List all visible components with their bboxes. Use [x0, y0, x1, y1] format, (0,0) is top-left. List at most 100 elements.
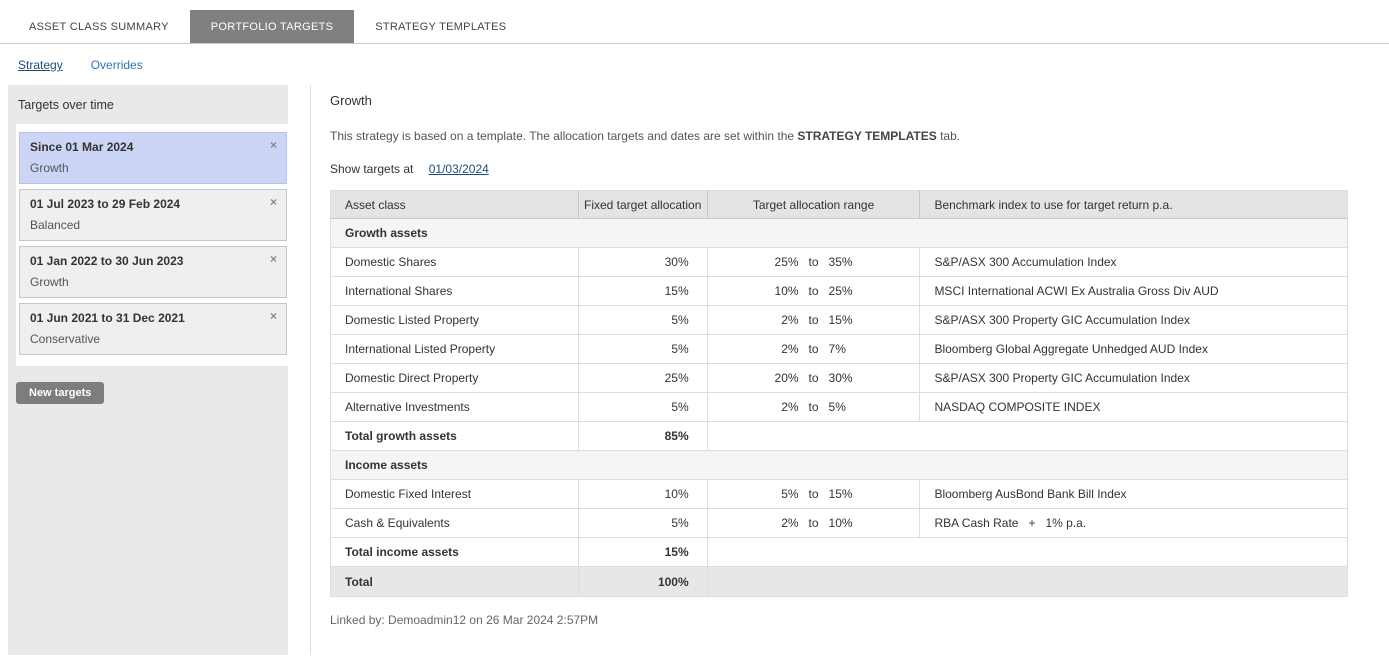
- range-min: 5%: [781, 487, 799, 501]
- asset-class-cell: Cash & Equivalents: [330, 508, 579, 538]
- range-min: 2%: [781, 516, 799, 530]
- range-to-label: to: [808, 371, 819, 385]
- total-value-cell: 85%: [577, 421, 708, 451]
- section-label: Growth assets: [330, 218, 1348, 248]
- target-strategy-label: Conservative: [30, 332, 101, 346]
- total-label-cell: Total income assets: [330, 537, 579, 567]
- range-to-label: to: [808, 516, 819, 530]
- range-max: 7%: [828, 342, 846, 356]
- section-header-row: Growth assets: [330, 218, 1348, 248]
- fixed-target-cell: 5%: [577, 334, 708, 364]
- total-value-cell: 100%: [577, 566, 708, 597]
- top-tab-bar: ASSET CLASS SUMMARY PORTFOLIO TARGETS ST…: [0, 0, 1389, 44]
- benchmark-cell: RBA Cash Rate + 1% p.a.: [919, 508, 1348, 538]
- close-icon[interactable]: ×: [269, 309, 277, 323]
- table-row: Domestic Direct Property 25% 20% to 30% S&…: [330, 363, 1348, 393]
- sub-navigation: Strategy Overrides: [18, 58, 143, 72]
- range-min: 2%: [781, 313, 799, 327]
- fixed-target-cell: 5%: [577, 305, 708, 335]
- target-range-cell: 2% to 15%: [706, 305, 920, 335]
- target-period-card[interactable]: Since 01 Mar 2024 Growth ×: [19, 132, 287, 184]
- panel-divider: [310, 85, 311, 655]
- table-row: International Shares 15% 10% to 25% MSCI I…: [330, 276, 1348, 306]
- asset-class-cell: Domestic Direct Property: [330, 363, 579, 393]
- table-header-row: Asset class Fixed target allocation Targ…: [330, 190, 1348, 219]
- header-asset-class: Asset class: [330, 190, 579, 219]
- asset-class-cell: Domestic Fixed Interest: [330, 479, 579, 509]
- close-icon[interactable]: ×: [269, 252, 277, 266]
- fixed-target-cell: 5%: [577, 392, 708, 422]
- total-label-cell: Total: [330, 566, 579, 597]
- tab-strategy-templates[interactable]: STRATEGY TEMPLATES: [375, 20, 507, 33]
- fixed-target-cell: 5%: [577, 508, 708, 538]
- range-min: 2%: [781, 342, 799, 356]
- range-max: 15%: [828, 487, 853, 501]
- table-row: Domestic Shares 30% 25% to 35% S&P/ASX 300…: [330, 247, 1348, 277]
- subnav-overrides-link[interactable]: Overrides: [90, 58, 143, 72]
- section-header-row: Income assets: [330, 450, 1348, 480]
- allocation-targets-table: Asset class Fixed target allocation Targ…: [330, 190, 1348, 597]
- strategy-title: Growth: [330, 93, 372, 108]
- table-row: International Listed Property 5% 2% to 7% …: [330, 334, 1348, 364]
- benchmark-cell: Bloomberg Global Aggregate Unhedged AUD …: [919, 334, 1348, 364]
- tab-portfolio-targets[interactable]: PORTFOLIO TARGETS: [189, 10, 355, 43]
- asset-class-cell: Alternative Investments: [330, 392, 579, 422]
- asset-class-cell: International Shares: [330, 276, 579, 306]
- range-to-label: to: [808, 400, 819, 414]
- section-total-row: Total growth assets 85%: [330, 421, 1348, 451]
- strategy-detail-panel: Growth This strategy is based on a templ…: [330, 85, 1349, 627]
- description-prefix: This strategy is based on a template. Th…: [330, 129, 798, 143]
- empty-cell: [706, 566, 1348, 597]
- target-range-cell: 25% to 35%: [706, 247, 920, 277]
- benchmark-cell: NASDAQ COMPOSITE INDEX: [919, 392, 1348, 422]
- header-target-allocation-range: Target allocation range: [706, 190, 920, 219]
- show-targets-date-link[interactable]: 01/03/2024: [428, 162, 489, 176]
- range-max: 10%: [828, 516, 853, 530]
- range-max: 25%: [828, 284, 853, 298]
- range-min: 10%: [774, 284, 799, 298]
- header-benchmark-index: Benchmark index to use for target return…: [919, 190, 1348, 219]
- benchmark-cell: S&P/ASX 300 Property GIC Accumulation In…: [919, 305, 1348, 335]
- target-range-cell: 2% to 10%: [706, 508, 920, 538]
- target-range-cell: 2% to 5%: [706, 392, 920, 422]
- new-targets-button[interactable]: New targets: [16, 382, 105, 404]
- target-period-label: 01 Jul 2023 to 29 Feb 2024: [30, 197, 181, 211]
- asset-class-cell: Domestic Listed Property: [330, 305, 579, 335]
- range-min: 20%: [774, 371, 799, 385]
- close-icon[interactable]: ×: [269, 195, 277, 209]
- target-period-card[interactable]: 01 Jan 2022 to 30 Jun 2023 Growth ×: [19, 246, 287, 298]
- range-to-label: to: [808, 255, 819, 269]
- close-icon[interactable]: ×: [269, 138, 277, 152]
- header-fixed-target-allocation: Fixed target allocation: [577, 190, 708, 219]
- range-to-label: to: [808, 284, 819, 298]
- fixed-target-cell: 25%: [577, 363, 708, 393]
- table-row: Cash & Equivalents 5% 2% to 10% RBA Cash R…: [330, 508, 1348, 538]
- description-suffix: tab.: [936, 129, 961, 143]
- target-strategy-label: Balanced: [30, 218, 81, 232]
- target-period-label: Since 01 Mar 2024: [30, 140, 134, 154]
- table-row: Domestic Listed Property 5% 2% to 15% S&P/…: [330, 305, 1348, 335]
- range-min: 2%: [781, 400, 799, 414]
- benchmark-cell: MSCI International ACWI Ex Australia Gro…: [919, 276, 1348, 306]
- show-targets-row: Show targets at 01/03/2024: [330, 162, 1349, 176]
- targets-over-time-panel: Targets over time Since 01 Mar 2024 Grow…: [8, 85, 288, 655]
- section-label: Income assets: [330, 450, 1348, 480]
- range-max: 35%: [828, 255, 853, 269]
- fixed-target-cell: 15%: [577, 276, 708, 306]
- empty-cell: [706, 421, 1348, 451]
- range-max: 15%: [828, 313, 853, 327]
- total-label-cell: Total growth assets: [330, 421, 579, 451]
- subnav-strategy-link[interactable]: Strategy: [18, 58, 63, 72]
- benchmark-cell: S&P/ASX 300 Property GIC Accumulation In…: [919, 363, 1348, 393]
- target-range-cell: 10% to 25%: [706, 276, 920, 306]
- target-period-card[interactable]: 01 Jul 2023 to 29 Feb 2024 Balanced ×: [19, 189, 287, 241]
- range-to-label: to: [808, 313, 819, 327]
- grand-total-row: Total 100%: [330, 566, 1348, 597]
- target-period-label: 01 Jan 2022 to 30 Jun 2023: [30, 254, 184, 268]
- target-period-card[interactable]: 01 Jun 2021 to 31 Dec 2021 Conservative …: [19, 303, 287, 355]
- targets-list: Since 01 Mar 2024 Growth × 01 Jul 2023 t…: [16, 124, 288, 366]
- range-max: 30%: [828, 371, 853, 385]
- benchmark-cell: Bloomberg AusBond Bank Bill Index: [919, 479, 1348, 509]
- tab-asset-class-summary[interactable]: ASSET CLASS SUMMARY: [29, 20, 169, 33]
- target-strategy-label: Growth: [30, 275, 69, 289]
